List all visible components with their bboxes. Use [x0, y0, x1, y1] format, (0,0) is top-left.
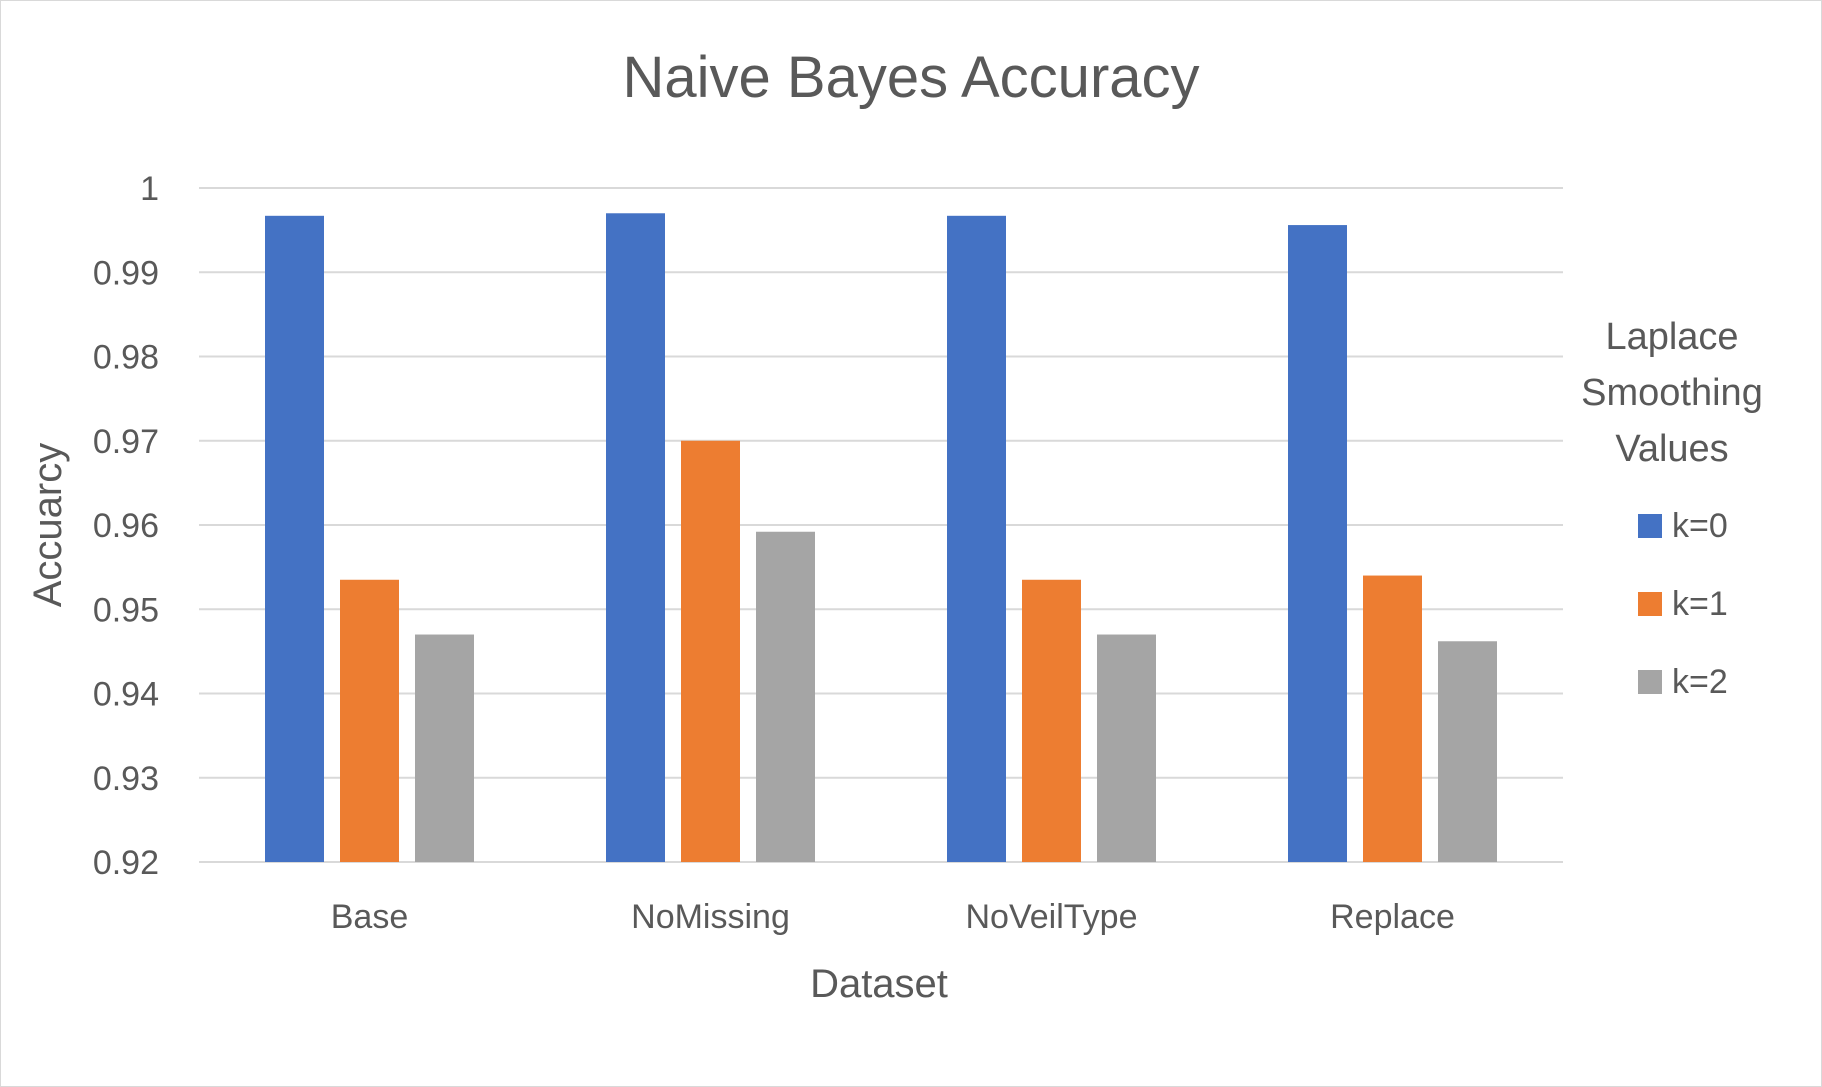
legend-title-line-2: Smoothing	[1581, 372, 1763, 414]
x-tick-label: NoMissing	[631, 898, 790, 936]
bar-base-k0	[265, 215, 324, 863]
bar-base-k1	[340, 579, 399, 862]
legend-swatch-k1	[1638, 592, 1662, 616]
y-tick-label: 0.96	[93, 507, 159, 545]
legend-items: k=0 k=1 k=2	[1638, 507, 1728, 701]
gridlines	[199, 187, 1563, 863]
bar-base-k2	[415, 634, 474, 862]
bars	[265, 213, 1497, 863]
y-tick-label: 0.97	[93, 423, 159, 461]
bar-replace-k1	[1363, 575, 1422, 862]
legend-title-line-3: Values	[1615, 428, 1728, 470]
bar-nomissing-k2	[756, 531, 815, 862]
bar-noveiltype-k2	[1097, 634, 1156, 862]
y-tick-label: 0.98	[93, 339, 159, 377]
legend-label: k=1	[1672, 585, 1728, 623]
x-axis-title: Dataset	[810, 962, 948, 1006]
bar-nomissing-k0	[606, 213, 665, 862]
y-tick-label: 0.99	[93, 254, 159, 292]
bar-replace-k0	[1288, 225, 1347, 862]
bar-noveiltype-k1	[1022, 579, 1081, 862]
legend-label: k=0	[1672, 507, 1728, 545]
y-tick-label: 1	[140, 170, 159, 208]
x-tick-label: Base	[331, 898, 409, 936]
y-axis-ticks: 0.92 0.93 0.94 0.95 0.96 0.97 0.98 0.99 1	[93, 170, 159, 882]
legend-label: k=2	[1672, 663, 1728, 701]
x-tick-label: NoVeilType	[966, 898, 1138, 936]
chart-title: Naive Bayes Accuracy	[622, 45, 1199, 110]
x-tick-label: Replace	[1330, 898, 1455, 936]
y-tick-label: 0.94	[93, 676, 159, 714]
legend: Laplace Smoothing Values k=0 k=1 k=2	[1581, 316, 1763, 701]
bar-replace-k2	[1438, 641, 1497, 862]
legend-title-line-1: Laplace	[1605, 316, 1738, 358]
x-axis-ticks: Base NoMissing NoVeilType Replace	[331, 898, 1455, 936]
bar-nomissing-k1	[681, 440, 740, 862]
legend-swatch-k0	[1638, 514, 1662, 538]
y-tick-label: 0.93	[93, 760, 159, 798]
bar-noveiltype-k0	[947, 215, 1006, 863]
y-axis-title: Accuarcy	[26, 443, 70, 608]
y-tick-label: 0.92	[93, 844, 159, 882]
y-tick-label: 0.95	[93, 591, 159, 629]
legend-swatch-k2	[1638, 670, 1662, 694]
